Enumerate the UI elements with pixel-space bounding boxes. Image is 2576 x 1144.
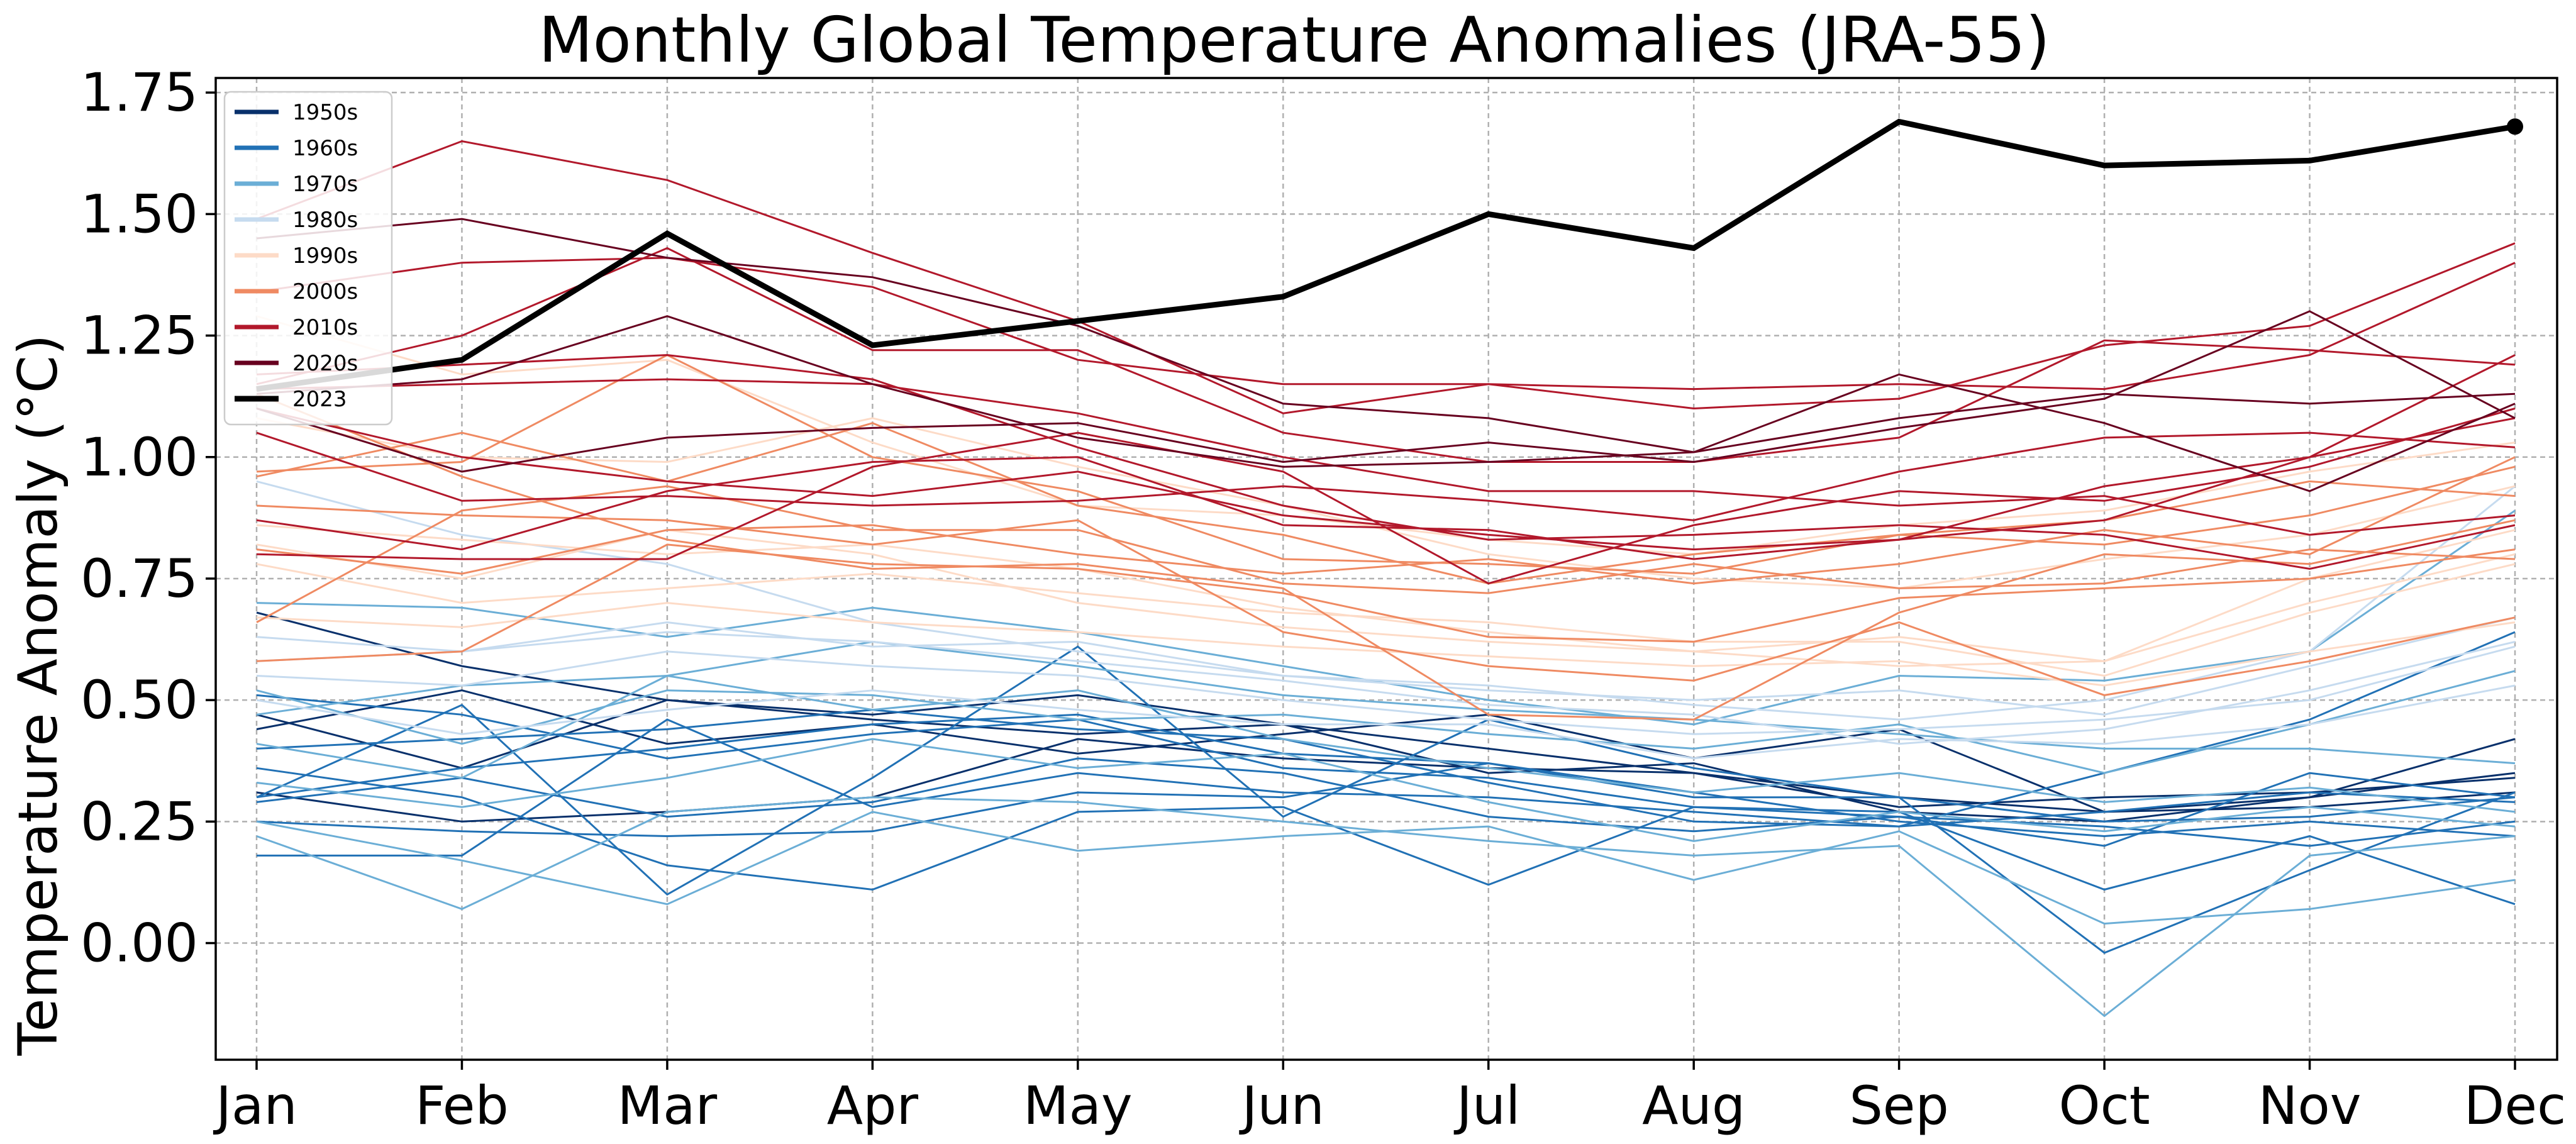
series-line-1960s	[256, 762, 2516, 838]
series-line-2010s	[256, 247, 2516, 463]
y-axis-title: Temperature Anomaly (°C)	[7, 335, 70, 1057]
y-tick-label: 1.25	[80, 305, 198, 367]
y-tick-label: 0.00	[80, 913, 198, 974]
x-tick-label: Jul	[1453, 1075, 1520, 1136]
legend-label: 2010s	[292, 315, 358, 340]
legend: 1950s 1960s 1970s 1980s 1990s 2000s 2010s 2020s…	[223, 91, 393, 426]
legend-label: 1980s	[292, 208, 358, 233]
series-line-2000s	[256, 485, 2516, 623]
x-tick-label: Mar	[618, 1075, 718, 1136]
x-tick-label: Aug	[1642, 1075, 1745, 1136]
series-line-2000s	[256, 353, 2516, 575]
legend-label: 1950s	[292, 100, 358, 125]
series-line-2000s	[256, 456, 2516, 585]
series-line-2000s	[256, 543, 2516, 662]
legend-label: 2020s	[292, 351, 358, 376]
series-line-1960s	[256, 767, 2516, 906]
series-line-2010s	[256, 431, 2516, 521]
series-line-2000s	[256, 504, 2516, 696]
chart-title: Monthly Global Temperature Anomalies (JR…	[538, 3, 2050, 77]
series-line-2010s	[256, 408, 2516, 585]
series-line-1960s	[256, 694, 2516, 847]
series-line-1960s	[256, 645, 2516, 954]
series-line-1950s	[256, 738, 2516, 823]
series-line-1990s	[256, 563, 2516, 677]
series-line-2020s	[256, 310, 2516, 473]
x-tick-label: Apr	[827, 1075, 919, 1136]
x-tick-label: Dec	[2464, 1075, 2567, 1136]
series-line-1980s	[256, 684, 2516, 760]
x-tick-label: Nov	[2258, 1075, 2362, 1136]
legend-label: 2000s	[292, 279, 358, 304]
y-tick-label: 0.75	[80, 548, 198, 609]
series-line-2010s	[256, 408, 2516, 551]
legend-label: 1990s	[292, 243, 358, 269]
plot-area-frame	[214, 77, 2558, 1061]
series-lines	[256, 118, 2523, 1018]
series-line-2000s	[256, 392, 2516, 721]
y-tick-label: 1.00	[80, 426, 198, 488]
x-tick-label: Jun	[1239, 1075, 1324, 1136]
legend-label: 1970s	[292, 172, 358, 197]
series-line-1990s	[256, 417, 2516, 589]
y-tick-label: 0.25	[80, 791, 198, 852]
legend-box	[223, 91, 393, 426]
x-tick-label: Feb	[415, 1075, 509, 1136]
legend-label: 2023	[292, 387, 347, 412]
x-tick-label: Jan	[213, 1075, 297, 1136]
series-line-1970s	[256, 674, 2516, 813]
y-axis: 0.00 0.25 0.50 0.75 1.00 1.25 1.50 1.75	[80, 62, 216, 974]
series-line-2020s	[256, 315, 2516, 468]
y-tick-label: 1.75	[80, 62, 198, 123]
series-line-1970s	[256, 640, 2516, 779]
x-tick-label: Oct	[2058, 1075, 2150, 1136]
legend-label: 1960s	[292, 136, 358, 161]
series-line-1970s	[256, 796, 2516, 1018]
x-tick-label: May	[1023, 1075, 1133, 1136]
y-tick-label: 1.50	[80, 183, 198, 245]
series-line-1980s	[256, 645, 2516, 735]
series-line-2010s	[256, 353, 2516, 570]
series-line-1970s	[256, 738, 2516, 842]
series-line-2010s	[256, 378, 2516, 536]
series-line-1960s	[256, 709, 2516, 828]
x-tick-label: Sep	[1849, 1075, 1948, 1136]
series-line-1990s	[256, 524, 2516, 662]
series-line-1980s	[256, 485, 2516, 721]
series-line-1950s	[256, 699, 2516, 823]
series-line-1970s	[256, 811, 2516, 925]
series-line-2023	[256, 118, 2516, 392]
series-end-marker-2023	[2507, 118, 2523, 135]
x-axis: Jan Feb Mar Apr May Jun Jul Aug Sep Oct Nov Dec	[213, 1060, 2566, 1136]
series-line-1980s	[256, 631, 2516, 745]
y-tick-label: 0.50	[80, 669, 198, 731]
